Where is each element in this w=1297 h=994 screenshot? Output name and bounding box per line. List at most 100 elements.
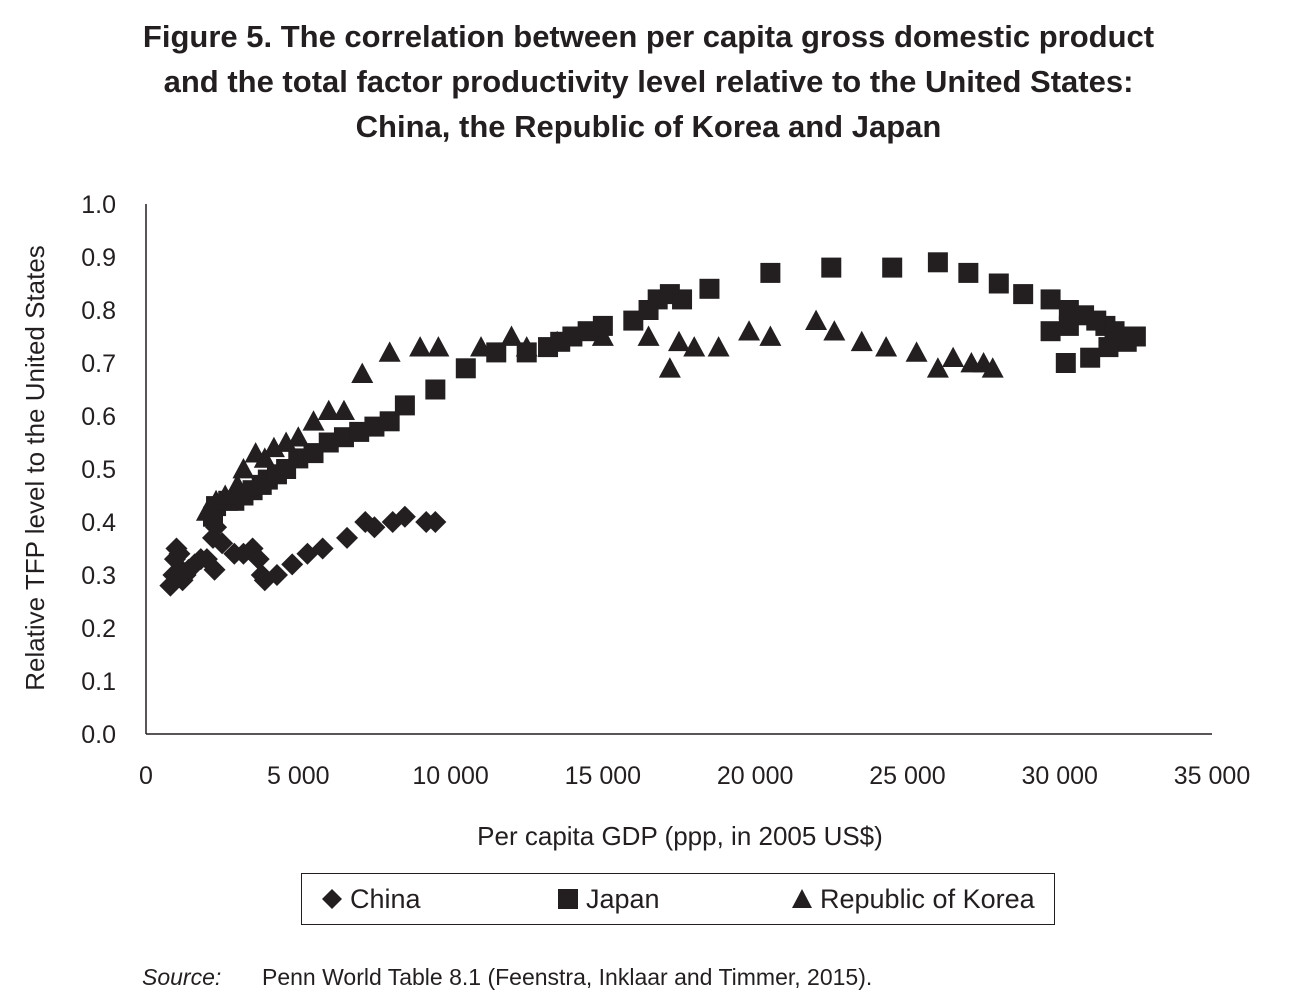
point-japan	[623, 310, 644, 331]
series-republic-of-korea	[195, 309, 1004, 521]
point-republic-of-korea	[302, 410, 325, 431]
source-label: Source:	[142, 964, 222, 990]
y-tick-label: 0.2	[81, 615, 116, 643]
x-tick-label: 15 000	[565, 762, 641, 790]
y-tick-label: 1.0	[81, 191, 116, 219]
legend-item-china: China	[320, 882, 421, 916]
point-japan	[288, 448, 309, 469]
point-republic-of-korea	[683, 336, 706, 357]
point-china	[265, 564, 288, 586]
y-tick-label: 0.4	[81, 509, 116, 537]
point-china	[393, 505, 416, 528]
point-republic-of-korea	[378, 341, 401, 362]
point-republic-of-korea	[287, 426, 310, 447]
point-republic-of-korea	[253, 447, 276, 468]
point-japan	[1125, 326, 1146, 347]
y-tick-label: 0.3	[81, 562, 116, 590]
point-republic-of-korea	[905, 341, 928, 362]
point-republic-of-korea	[515, 336, 538, 357]
legend-item-korea: Republic of Korea	[790, 882, 1035, 916]
title-line-3: China, the Republic of Korea and Japan	[355, 109, 942, 144]
point-china	[311, 537, 334, 560]
point-japan	[379, 411, 400, 432]
point-china	[211, 532, 234, 555]
point-republic-of-korea	[759, 325, 782, 346]
point-republic-of-korea	[317, 399, 340, 421]
point-japan	[455, 358, 476, 379]
point-japan	[699, 278, 720, 299]
tick-labels: 0.0 0.1 0.2 0.3 0.4 0.5 0.6 0.7 0.8 0.9 1.0 0 5 000 1…	[81, 191, 1250, 790]
legend-label-korea: Republic of Korea	[820, 884, 1035, 914]
point-china	[247, 548, 270, 571]
point-japan	[333, 427, 354, 448]
point-republic-of-korea	[850, 330, 873, 352]
point-japan	[562, 326, 583, 347]
point-republic-of-korea	[470, 336, 493, 357]
point-republic-of-korea	[805, 309, 828, 330]
source-note: Source: Penn World Table 8.1 (Feenstra, I…	[142, 962, 872, 992]
x-tick-label: 35 000	[1174, 762, 1250, 790]
point-republic-of-korea	[875, 336, 898, 357]
point-japan	[927, 252, 948, 273]
point-republic-of-korea	[981, 357, 1004, 378]
point-republic-of-korea	[707, 336, 730, 357]
point-china	[424, 511, 447, 533]
point-republic-of-korea	[591, 325, 614, 346]
point-japan	[349, 421, 370, 442]
legend-label-china: China	[350, 884, 421, 914]
point-republic-of-korea	[500, 325, 523, 346]
point-japan	[394, 395, 415, 416]
point-japan	[425, 379, 446, 400]
point-republic-of-korea	[658, 357, 681, 378]
legend-item-japan: Japan	[556, 882, 660, 916]
point-japan	[486, 342, 507, 363]
point-japan	[318, 432, 339, 453]
point-japan	[760, 262, 781, 283]
point-republic-of-korea	[195, 500, 218, 521]
point-japan	[1098, 337, 1119, 358]
triangle-marker-icon	[792, 889, 812, 908]
series-japan	[203, 252, 1146, 527]
square-marker-icon	[558, 889, 578, 909]
point-japan	[821, 257, 842, 278]
data-points	[159, 252, 1146, 597]
point-republic-of-korea	[738, 320, 761, 341]
point-japan	[1058, 300, 1079, 320]
y-tick-label: 0.9	[81, 244, 116, 272]
point-republic-of-korea	[668, 330, 690, 352]
point-japan	[577, 321, 598, 342]
chart-title: Figure 5. The correlation between per ca…	[0, 14, 1297, 149]
point-republic-of-korea	[351, 362, 374, 383]
point-japan	[988, 273, 1009, 294]
point-republic-of-korea	[409, 336, 432, 357]
x-tick-label: 20 000	[717, 762, 793, 790]
x-axis-label: Per capita GDP (ppp, in 2005 US$)	[477, 821, 883, 851]
point-japan	[882, 257, 903, 278]
point-china	[354, 511, 377, 533]
point-japan	[1080, 347, 1101, 368]
point-japan	[672, 289, 693, 310]
title-line-2: and the total factor productivity level …	[163, 64, 1134, 99]
title-line-1: Figure 5. The correlation between per ca…	[142, 19, 1155, 54]
point-republic-of-korea	[942, 346, 965, 368]
point-republic-of-korea	[214, 484, 237, 505]
x-tick-label: 5 000	[267, 762, 330, 790]
point-china	[336, 526, 359, 549]
diamond-marker-icon	[322, 889, 342, 909]
point-china	[168, 542, 191, 565]
legend: China Japan Republic of Korea	[301, 873, 1055, 925]
point-republic-of-korea	[262, 436, 285, 458]
point-republic-of-korea	[332, 399, 355, 421]
point-japan	[1058, 315, 1079, 336]
point-republic-of-korea	[926, 357, 949, 378]
scatter-chart: 0.0 0.1 0.2 0.3 0.4 0.5 0.6 0.7 0.8 0.9 1.0 0 5 000 1…	[20, 191, 1250, 851]
x-tick-label: 30 000	[1021, 762, 1097, 790]
point-china	[281, 553, 304, 576]
point-japan	[1055, 353, 1076, 373]
point-japan	[1040, 289, 1061, 310]
y-tick-label: 0.6	[81, 403, 116, 431]
point-republic-of-korea	[546, 330, 569, 352]
point-japan	[364, 416, 385, 437]
point-japan	[1013, 284, 1034, 305]
y-tick-label: 0.5	[81, 456, 116, 484]
